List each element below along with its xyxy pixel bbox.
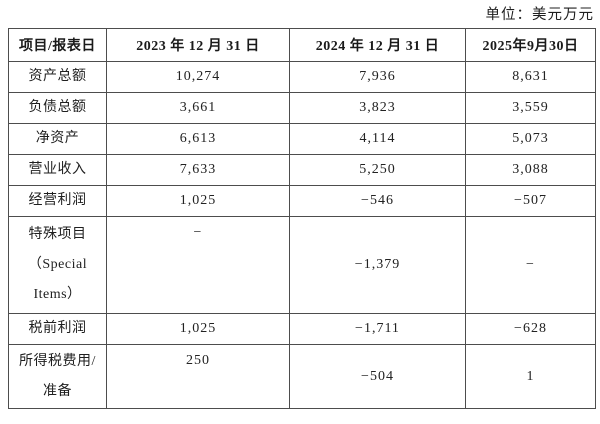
cell-value: 7,633: [106, 154, 290, 186]
table-header: 项目/报表日 2023 年 12 月 31 日 2024 年 12 月 31 日…: [8, 28, 596, 62]
cell-value: 3,661: [106, 92, 290, 124]
unit-label: 单位：美元万元: [485, 7, 594, 23]
row-label-line: 所得税费用/: [19, 353, 96, 369]
row-label-line: Items）: [33, 287, 82, 302]
cell-value: 5,250: [289, 154, 466, 186]
row-label: 资产总额: [8, 61, 107, 93]
cell-value: 4,114: [289, 123, 466, 155]
cell-value: −1,711: [289, 313, 466, 345]
table-row: 营业收入 7,633 5,250 3,088: [8, 154, 596, 186]
cell-value: 6,613: [106, 123, 290, 155]
row-label-line: 税前利润: [28, 321, 87, 336]
row-label: 净资产: [8, 123, 107, 155]
cell-value: 7,936: [289, 61, 466, 93]
row-label: 税前利润: [8, 313, 107, 345]
cell-value: −504: [289, 344, 466, 409]
table-row: 经营利润 1,025 −546 −507: [8, 185, 596, 217]
table-row: 所得税费用/准备 250 −504 1: [8, 344, 596, 409]
cell-value: −546: [289, 185, 466, 217]
row-label-line: 净资产: [35, 131, 80, 146]
cell-value: −507: [465, 185, 596, 217]
header-item-report-date: 项目/报表日: [8, 28, 107, 62]
table-row: 净资产 6,613 4,114 5,073: [8, 123, 596, 155]
row-label-line: 经营利润: [28, 193, 87, 208]
header-date-2025: 2025年9月30日: [465, 28, 596, 62]
header-date-2024: 2024 年 12 月 31 日: [289, 28, 466, 62]
cell-value: 250: [106, 344, 290, 409]
row-label: 营业收入: [8, 154, 107, 186]
cell-value: 1,025: [106, 185, 290, 217]
table-row: 特殊项目 （Special Items） − −1,379−: [8, 216, 596, 314]
cell-value: 3,559: [465, 92, 596, 124]
row-label: 特殊项目 （Special Items）: [8, 216, 107, 314]
row-label: 负债总额: [8, 92, 107, 124]
header-row: 项目/报表日 2023 年 12 月 31 日 2024 年 12 月 31 日…: [8, 28, 596, 62]
row-label: 所得税费用/准备: [8, 344, 107, 409]
cell-value: 3,088: [465, 154, 596, 186]
table-row: 税前利润 1,025 −1,711 −628: [8, 313, 596, 345]
cell-value: −: [465, 216, 596, 314]
cell-value: −1,379: [289, 216, 466, 314]
cell-value: 5,073: [465, 123, 596, 155]
row-label-line: 特殊项目: [28, 227, 87, 242]
row-label-line: 准备: [43, 383, 72, 399]
cell-value: 10,274: [106, 61, 290, 93]
header-date-2023: 2023 年 12 月 31 日: [106, 28, 290, 62]
cell-value: −628: [465, 313, 596, 345]
row-label-line: 资产总额: [28, 69, 87, 84]
table-row: 资产总额 10,274 7,936 8,631: [8, 61, 596, 93]
row-label-line: 营业收入: [28, 162, 87, 177]
table-row: 负债总额 3,661 3,823 3,559: [8, 92, 596, 124]
row-label-line: 负债总额: [28, 100, 87, 115]
table-body: 资产总额 10,274 7,936 8,631 负债总额 3,661 3,823 3,559 净…: [8, 61, 596, 409]
cell-value: 1,025: [106, 313, 290, 345]
row-label-line: （Special: [27, 257, 88, 272]
cell-value: 1: [465, 344, 596, 409]
financial-table: 项目/报表日 2023 年 12 月 31 日 2024 年 12 月 31 日…: [8, 28, 596, 409]
cell-value: −: [106, 216, 290, 314]
cell-value: 3,823: [289, 92, 466, 124]
row-label: 经营利润: [8, 185, 107, 217]
cell-value: 8,631: [465, 61, 596, 93]
